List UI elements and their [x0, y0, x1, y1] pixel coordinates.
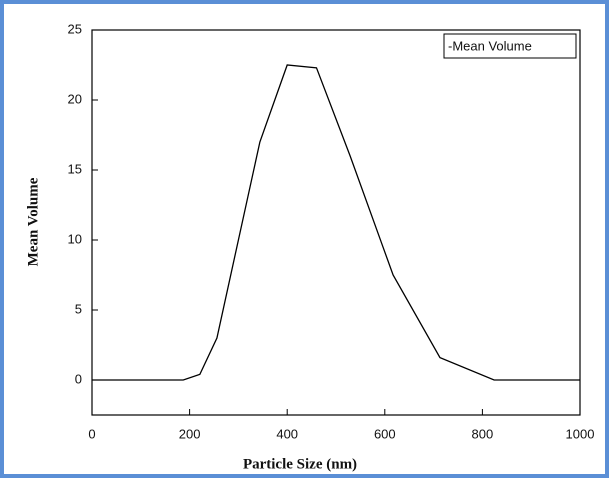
x-tick-label: 1000 [566, 426, 595, 441]
x-tick-label: 200 [179, 426, 201, 441]
legend-entry: -Mean Volume [448, 38, 532, 53]
y-tick-label: 10 [68, 231, 82, 246]
y-tick-label: 5 [75, 301, 82, 316]
y-tick-label: 20 [68, 91, 82, 106]
x-tick-label: 800 [472, 426, 494, 441]
x-tick-label: 600 [374, 426, 396, 441]
y-tick-label: 15 [68, 161, 82, 176]
plot-area [91, 29, 581, 416]
y-axis-label: Mean Volume [25, 177, 41, 266]
legend-box [443, 33, 577, 59]
x-tick-label: 400 [276, 426, 298, 441]
y-tick-label: 25 [68, 21, 82, 36]
x-tick-label: 0 [88, 426, 95, 441]
line-series [92, 64, 580, 381]
y-tick-label: 0 [75, 371, 82, 386]
x-axis-label: Particle Size (nm) [243, 456, 357, 472]
